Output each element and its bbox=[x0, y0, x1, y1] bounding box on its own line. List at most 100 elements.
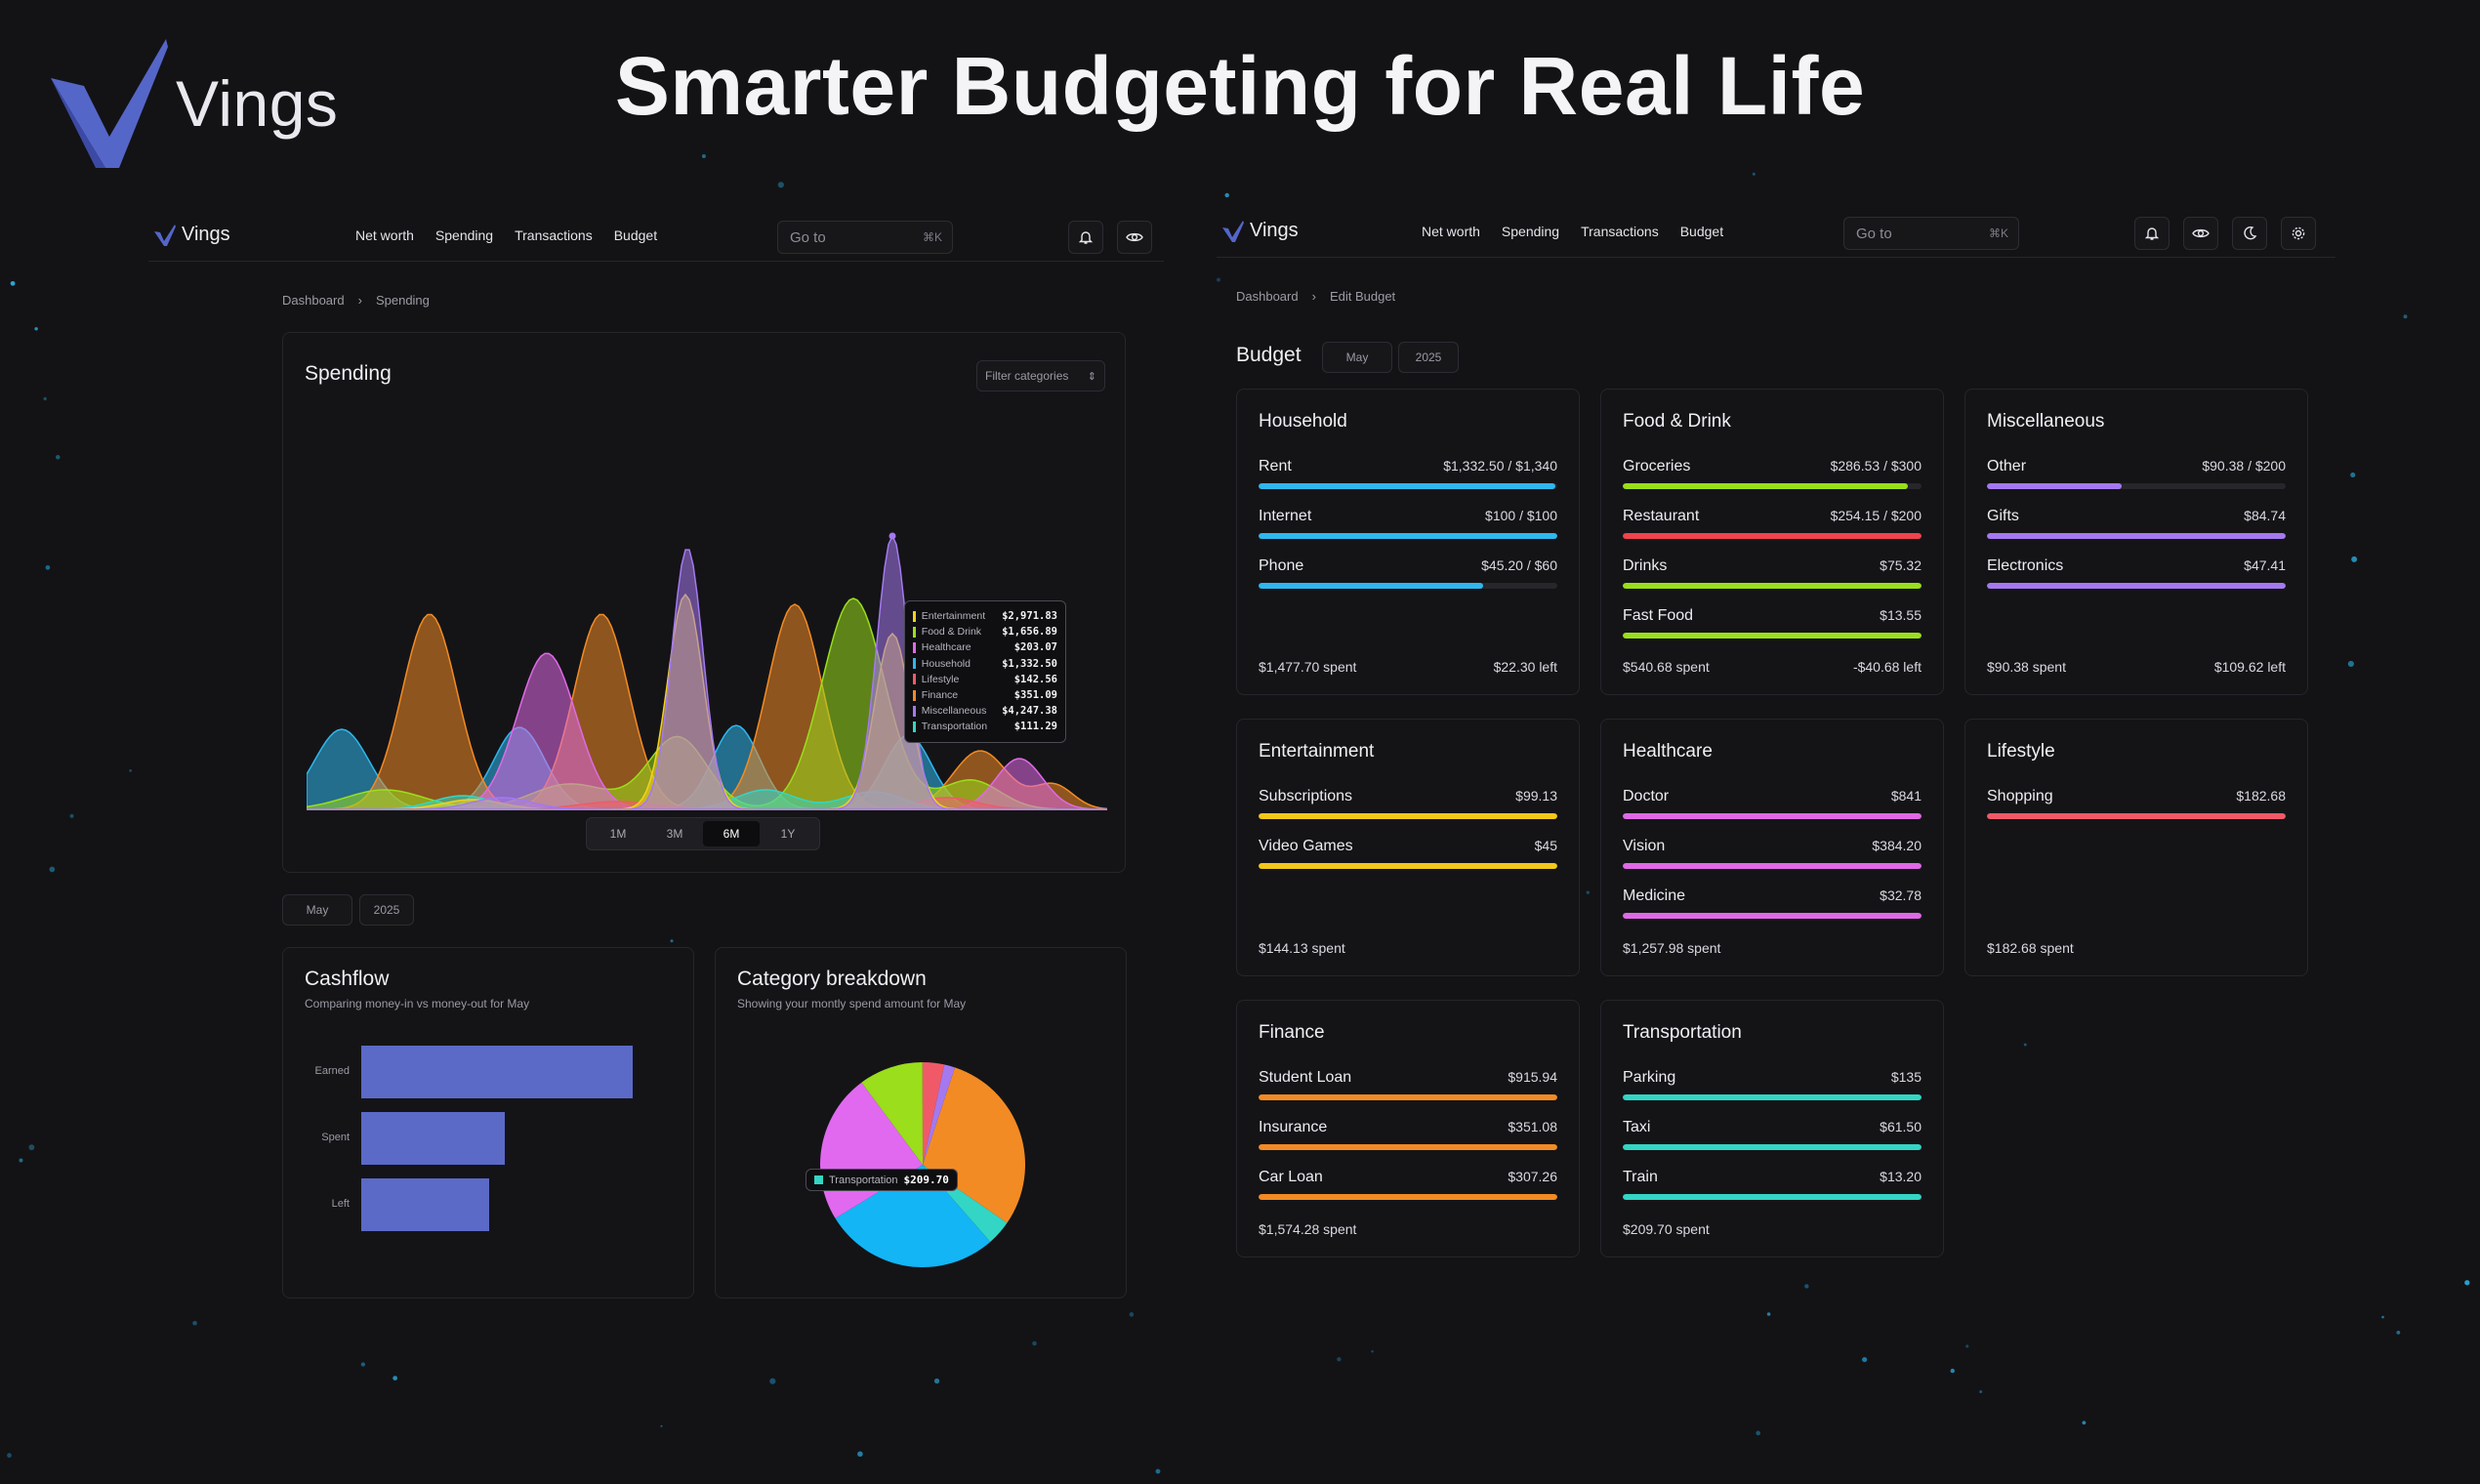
pie-slice-household[interactable] bbox=[835, 1165, 991, 1267]
theme-toggle-button[interactable] bbox=[2232, 217, 2267, 250]
budget-card-miscellaneous[interactable]: Miscellaneous Other $90.38 / $200 Gifts … bbox=[1964, 389, 2308, 695]
goto-search-input[interactable]: Go to ⌘K bbox=[777, 221, 953, 254]
nav-link-spending[interactable]: Spending bbox=[1501, 224, 1560, 239]
budget-item-label: Car Loan bbox=[1259, 1169, 1323, 1185]
breadcrumb: Dashboard › Edit Budget bbox=[1236, 289, 1395, 304]
budget-card-title: Miscellaneous bbox=[1987, 411, 2105, 432]
range-selector[interactable]: 1M 3M 6M 1Y bbox=[586, 817, 820, 850]
nav-logo[interactable]: Vings bbox=[1222, 220, 1299, 242]
nav-logo[interactable]: Vings bbox=[154, 224, 230, 246]
cashflow-bar-earned[interactable] bbox=[361, 1046, 633, 1098]
breadcrumb-dashboard[interactable]: Dashboard bbox=[282, 293, 345, 308]
budget-item-label: Train bbox=[1623, 1169, 1658, 1185]
nav-links: Net worth Spending Transactions Budget bbox=[1422, 224, 1723, 239]
budget-spent: $209.70 spent bbox=[1623, 1221, 1710, 1237]
particle bbox=[1216, 277, 1221, 282]
cashflow-bar-left[interactable] bbox=[361, 1178, 489, 1231]
budget-spent: $1,257.98 spent bbox=[1623, 940, 1721, 956]
budget-item-amount: $45 bbox=[1534, 838, 1557, 853]
budget-progress-fill bbox=[1987, 533, 2286, 539]
nav-link-transactions[interactable]: Transactions bbox=[1581, 224, 1659, 239]
brand-logo: Vings bbox=[51, 39, 338, 168]
budget-card-healthcare[interactable]: Healthcare Doctor $841 Vision $384.20 Me… bbox=[1600, 719, 1944, 976]
tooltip-value: $1,332.50 bbox=[1002, 657, 1057, 670]
year-select[interactable]: 2025 bbox=[359, 894, 414, 926]
budget-card-title: Lifestyle bbox=[1987, 741, 2055, 762]
budget-progress-track bbox=[1259, 1194, 1557, 1200]
budget-card-transportation[interactable]: Transportation Parking $135 Taxi $61.50 … bbox=[1600, 1000, 1944, 1257]
pie-slice-miscellaneous[interactable] bbox=[923, 1064, 956, 1165]
budget-progress-fill bbox=[1623, 1094, 1922, 1100]
budget-progress-track bbox=[1623, 863, 1922, 869]
shortcut-hint: ⌘K bbox=[1988, 227, 2008, 240]
budget-item-label: Parking bbox=[1623, 1069, 1676, 1086]
budget-progress-fill bbox=[1259, 1094, 1557, 1100]
spending-chart-card: Spending Filter categories ⇕ Entertainme… bbox=[282, 332, 1126, 873]
notifications-button[interactable] bbox=[2134, 217, 2170, 250]
budget-item-amount: $84.74 bbox=[2244, 508, 2286, 523]
breadcrumb-current: Spending bbox=[375, 293, 430, 308]
moon-icon bbox=[2244, 226, 2257, 240]
privacy-toggle-button[interactable] bbox=[1117, 221, 1152, 254]
pie-tooltip: Transportation $209.70 bbox=[806, 1169, 958, 1191]
range-3m[interactable]: 3M bbox=[666, 827, 683, 841]
notifications-button[interactable] bbox=[1068, 221, 1103, 254]
budget-progress-track bbox=[1259, 813, 1557, 819]
nav-link-net-worth[interactable]: Net worth bbox=[355, 227, 414, 243]
privacy-toggle-button[interactable] bbox=[2183, 217, 2218, 250]
particle bbox=[1950, 1368, 1955, 1374]
budget-progress-fill bbox=[1987, 813, 2286, 819]
tooltip-value: $4,247.38 bbox=[1002, 705, 1057, 718]
range-6m[interactable]: 6M bbox=[703, 821, 760, 846]
particle bbox=[43, 396, 47, 401]
particle bbox=[777, 182, 784, 188]
particle bbox=[56, 455, 61, 460]
budget-card-footer: $182.68 spent bbox=[1987, 940, 2286, 956]
nav-link-spending[interactable]: Spending bbox=[434, 227, 494, 243]
budget-card-household[interactable]: Household Rent $1,332.50 / $1,340 Intern… bbox=[1236, 389, 1580, 695]
budget-item-amount: $307.26 bbox=[1508, 1169, 1557, 1184]
budget-item-label: Fast Food bbox=[1623, 607, 1694, 624]
pie-slice-finance[interactable] bbox=[923, 1067, 1025, 1223]
nav-link-transactions[interactable]: Transactions bbox=[515, 227, 593, 243]
budget-spent: $144.13 spent bbox=[1259, 940, 1345, 956]
budget-left: $22.30 left bbox=[1493, 659, 1557, 675]
nav-link-budget[interactable]: Budget bbox=[613, 227, 658, 243]
budget-card-lifestyle[interactable]: Lifestyle Shopping $182.68 $182.68 spent bbox=[1964, 719, 2308, 976]
budget-left: -$40.68 left bbox=[1852, 659, 1922, 675]
month-select[interactable]: May bbox=[1322, 342, 1392, 373]
nav-link-budget[interactable]: Budget bbox=[1679, 224, 1724, 239]
settings-button[interactable] bbox=[2281, 217, 2316, 250]
range-1m[interactable]: 1M bbox=[609, 827, 627, 841]
budget-card-finance[interactable]: Finance Student Loan $915.94 Insurance $… bbox=[1236, 1000, 1580, 1257]
particle bbox=[28, 1144, 35, 1151]
budget-card-footer: $209.70 spent bbox=[1623, 1221, 1922, 1237]
particle bbox=[1965, 1344, 1969, 1348]
pie-slice-lifestyle[interactable] bbox=[922, 1062, 945, 1165]
month-select[interactable]: May bbox=[282, 894, 352, 926]
breadcrumb: Dashboard › Spending bbox=[282, 293, 430, 308]
budget-progress-track bbox=[1623, 913, 1922, 919]
pie-slice-food-drink[interactable] bbox=[861, 1062, 923, 1165]
range-1y[interactable]: 1Y bbox=[780, 827, 796, 841]
budget-item-label: Insurance bbox=[1259, 1119, 1328, 1135]
cashflow-subtitle: Comparing money-in vs money-out for May bbox=[305, 997, 530, 1010]
budget-card-footer: $1,574.28 spent bbox=[1259, 1221, 1557, 1237]
chevron-right-icon: › bbox=[1311, 289, 1316, 304]
budget-progress-track bbox=[1623, 633, 1922, 639]
category-pie-chart[interactable] bbox=[806, 1048, 1040, 1282]
cashflow-bar-spent[interactable] bbox=[361, 1112, 506, 1165]
budget-item-amount: $915.94 bbox=[1508, 1069, 1557, 1085]
goto-search-input[interactable]: Go to ⌘K bbox=[1843, 217, 2019, 250]
breadcrumb-dashboard[interactable]: Dashboard bbox=[1236, 289, 1299, 304]
chart-tooltip: Entertainment $2,971.83 Food & Drink $1,… bbox=[904, 600, 1066, 743]
vings-logo-icon bbox=[51, 39, 168, 168]
brand-name: Vings bbox=[176, 67, 339, 140]
tooltip-category: Healthcare bbox=[921, 641, 971, 654]
budget-card-food-drink[interactable]: Food & Drink Groceries $286.53 / $300 Re… bbox=[1600, 389, 1944, 695]
budget-card-entertainment[interactable]: Entertainment Subscriptions $99.13 Video… bbox=[1236, 719, 1580, 976]
filter-categories-select[interactable]: Filter categories ⇕ bbox=[976, 360, 1105, 392]
nav-link-net-worth[interactable]: Net worth bbox=[1422, 224, 1480, 239]
budget-progress-track bbox=[1623, 1094, 1922, 1100]
year-select[interactable]: 2025 bbox=[1398, 342, 1459, 373]
